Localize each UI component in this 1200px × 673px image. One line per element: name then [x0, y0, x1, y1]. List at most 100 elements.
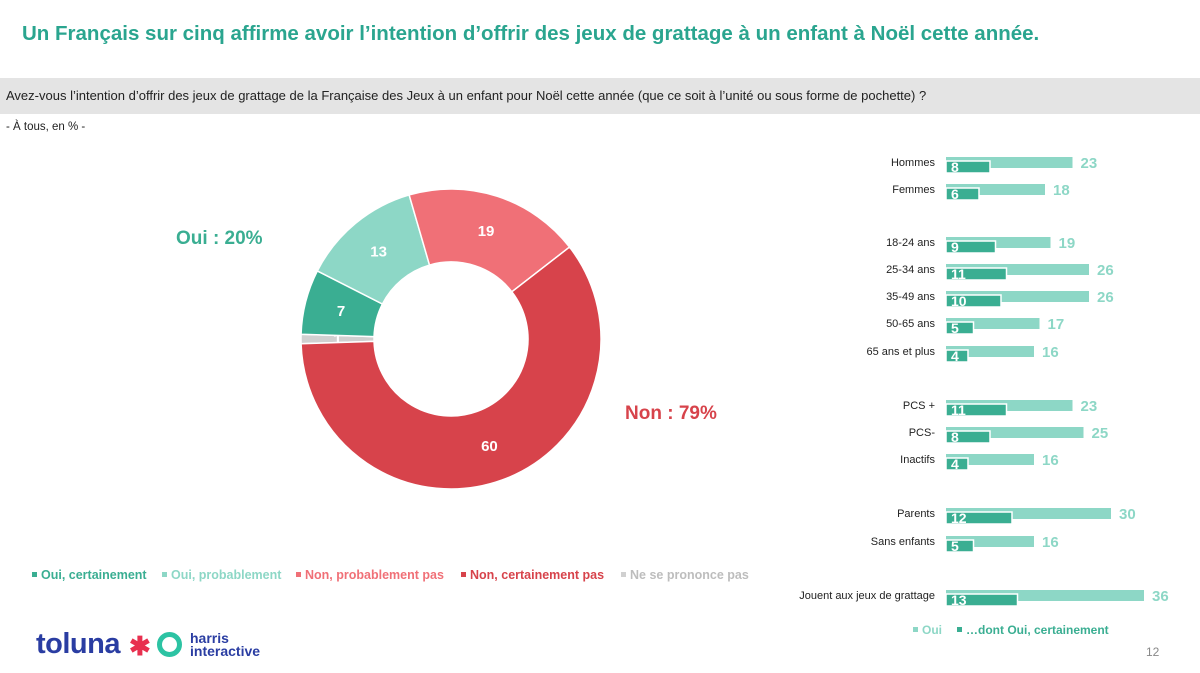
bar-category-label: Inactifs: [900, 454, 935, 466]
legend-oui-probablement: Oui, probablement: [162, 568, 281, 582]
bar-oui: [946, 318, 1040, 329]
donut-slice-label: 1: [333, 331, 341, 348]
bar-oui-certainement: [945, 160, 991, 174]
bar-oui: [946, 427, 1084, 438]
bar-oui: [946, 346, 1034, 357]
bar-value-oui-certainement: 9: [951, 239, 959, 255]
donut-slice-label: 19: [478, 223, 495, 240]
question-band: [0, 78, 1200, 114]
bar-oui: [946, 157, 1073, 168]
bar-oui-certainement: [945, 403, 1008, 417]
bar-value-oui: 25: [1092, 425, 1109, 442]
bar-oui-certainement: [945, 430, 991, 444]
bar-value-oui-certainement: 5: [951, 320, 959, 336]
bar-value-oui-certainement: 11: [951, 266, 966, 282]
bar-value-oui-certainement: 5: [951, 538, 959, 554]
bar-oui-certainement: [945, 593, 1019, 607]
bar-value-oui-certainement: 8: [951, 429, 959, 445]
bar-oui: [946, 237, 1051, 248]
bar-category-label: 50-65 ans: [886, 318, 935, 330]
bar-oui-certainement: [945, 457, 969, 471]
bar-oui-certainement: [945, 539, 975, 553]
bar-oui: [946, 291, 1089, 302]
bar-value-oui-certainement: 11: [951, 402, 966, 418]
bar-oui-certainement: [945, 294, 1002, 308]
bar-oui: [946, 590, 1144, 601]
legend-marker: [296, 572, 301, 577]
toluna-logo: toluna: [36, 628, 121, 660]
bar-category-label: Hommes: [890, 157, 935, 169]
asterisk-icon: ✱: [129, 631, 151, 661]
harris-interactive-logo: harris interactive: [190, 630, 261, 659]
legend-marker: [913, 627, 918, 632]
bar-category-label: 25-34 ans: [886, 264, 935, 276]
donut-slice-label: 13: [370, 244, 387, 261]
bar-value-oui: 18: [1053, 182, 1070, 199]
bar-legend-oui-certainement: …dont Oui, certainement: [957, 623, 1109, 637]
bar-value-oui: 16: [1042, 344, 1059, 361]
legend-marker: [162, 572, 167, 577]
bar-category-label: 18-24 ans: [886, 237, 935, 249]
bar-category-label: Jouent aux jeux de grattage: [799, 590, 935, 602]
bar-value-oui-certainement: 4: [951, 456, 959, 472]
bar-value-oui-certainement: 10: [951, 293, 967, 309]
bar-oui: [946, 264, 1089, 275]
bar-value-oui-certainement: 12: [951, 510, 967, 526]
legend-non-probablement-pas: Non, probablement pas: [296, 568, 444, 582]
bar-legend-oui: Oui: [913, 623, 942, 637]
base-note: - À tous, en % -: [6, 121, 86, 133]
bar-category-label: PCS-: [908, 427, 935, 439]
page-title: Un Français sur cinq affirme avoir l’int…: [22, 22, 1040, 45]
bar-value-oui: 23: [1081, 398, 1098, 415]
donut-slice-label: 7: [337, 303, 345, 320]
donut-slice-label: 60: [481, 438, 498, 455]
bar-oui: [946, 184, 1045, 195]
bar-category-label: Parents: [897, 508, 935, 520]
bar-category-label: Sans enfants: [870, 536, 935, 548]
legend-marker: [621, 572, 626, 577]
bar-oui-certainement: [945, 511, 1013, 525]
bar-value-oui: 26: [1097, 262, 1114, 279]
legend-non-certainement-pas: Non, certainement pas: [461, 568, 604, 582]
donut-slice: [408, 188, 571, 293]
bar-oui-certainement: [945, 267, 1008, 281]
question-text: Avez-vous l’intention d’offrir des jeux …: [6, 88, 927, 103]
bar-value-oui: 16: [1042, 534, 1059, 551]
bar-category-label: 65 ans et plus: [866, 346, 936, 358]
bar-oui-certainement: [945, 187, 980, 201]
bar-category-label: 35-49 ans: [886, 291, 935, 303]
bar-oui-certainement: [945, 240, 997, 254]
bar-oui: [946, 400, 1073, 411]
bar-category-label: Femmes: [892, 184, 935, 196]
bar-value-oui: 23: [1081, 155, 1098, 172]
donut-slice: [300, 246, 602, 490]
legend-marker: [32, 572, 37, 577]
bar-value-oui: 16: [1042, 452, 1059, 469]
bar-value-oui: 30: [1119, 506, 1136, 523]
bar-oui-certainement: [945, 321, 975, 335]
bar-oui: [946, 536, 1034, 547]
bar-oui: [946, 454, 1034, 465]
bar-value-oui-certainement: 4: [951, 348, 959, 364]
legend-oui-certainement: Oui, certainement: [32, 568, 147, 582]
legend-marker: [957, 627, 962, 632]
harris-ring-icon: [157, 632, 182, 657]
bar-oui: [946, 508, 1111, 519]
bar-value-oui: 19: [1059, 235, 1076, 252]
page-number: 12: [1146, 645, 1160, 659]
bar-value-oui: 36: [1152, 588, 1169, 605]
bar-value-oui-certainement: 6: [951, 186, 959, 202]
bar-value-oui: 26: [1097, 289, 1114, 306]
bar-category-label: PCS +: [902, 400, 935, 412]
bar-value-oui: 17: [1048, 316, 1065, 333]
oui-total-label: Oui : 20%: [176, 228, 263, 249]
legend-nsp: Ne se prononce pas: [621, 568, 749, 582]
legend-marker: [461, 572, 466, 577]
bar-value-oui-certainement: 8: [951, 159, 959, 175]
non-total-label: Non : 79%: [625, 403, 717, 424]
bar-value-oui-certainement: 13: [951, 592, 967, 608]
bar-oui-certainement: [945, 349, 969, 363]
